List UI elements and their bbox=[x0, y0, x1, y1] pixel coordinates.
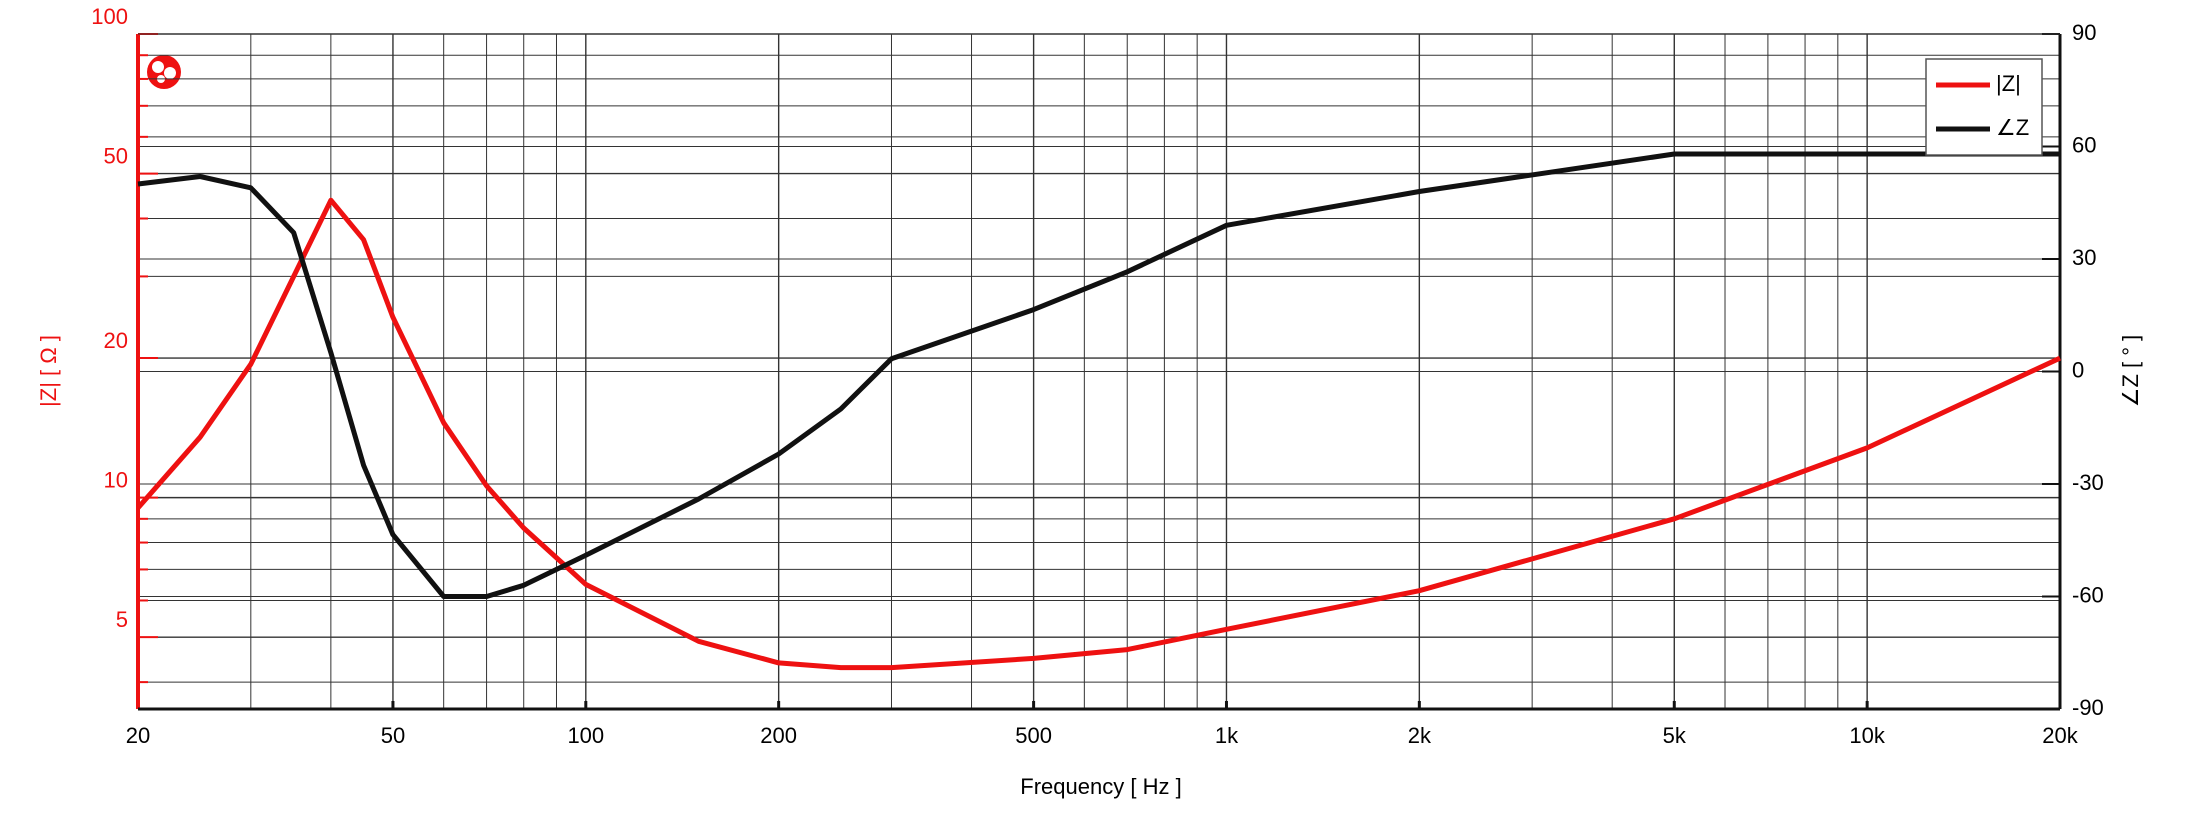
x-tick-label: 20k bbox=[2042, 723, 2078, 748]
y-tick-label: 100 bbox=[91, 4, 128, 29]
y2-tick-label: -30 bbox=[2072, 470, 2104, 495]
series-line bbox=[136, 197, 2062, 671]
y2-tick-label: 60 bbox=[2072, 132, 2096, 157]
x-tick-label: 2k bbox=[1408, 723, 1432, 748]
x-tick-label: 50 bbox=[381, 723, 405, 748]
x-tick-label: 500 bbox=[1015, 723, 1052, 748]
x-tick-label: 20 bbox=[126, 723, 150, 748]
x-tick-label: 100 bbox=[567, 723, 604, 748]
y2-tick-label: 90 bbox=[2072, 20, 2096, 45]
y2-axis-label: ∠Z [ ° ] bbox=[2118, 335, 2143, 408]
y-tick-label: 50 bbox=[104, 143, 128, 168]
x-tick-label: 200 bbox=[760, 723, 797, 748]
legend-box bbox=[1925, 58, 2043, 156]
y2-tick-label: -90 bbox=[2072, 695, 2104, 720]
x-tick-label: 5k bbox=[1663, 723, 1687, 748]
x-tick-label: 1k bbox=[1215, 723, 1239, 748]
y2-tick-label: -60 bbox=[2072, 582, 2104, 607]
y-tick-label: 10 bbox=[104, 467, 128, 492]
y2-tick-label: 30 bbox=[2072, 245, 2096, 270]
y-tick-label: 5 bbox=[116, 607, 128, 632]
y-tick-label: 20 bbox=[104, 328, 128, 353]
legend-label: |Z| bbox=[1996, 71, 2021, 96]
x-tick-label: 10k bbox=[1849, 723, 1885, 748]
y-axis-label: |Z| [ Ω ] bbox=[36, 335, 61, 407]
series-line bbox=[137, 151, 2060, 599]
legend-label: ∠Z bbox=[1996, 115, 2029, 140]
y2-tick-label: 0 bbox=[2072, 357, 2084, 382]
logo bbox=[147, 55, 181, 89]
x-axis-label: Frequency [ Hz ] bbox=[1020, 774, 1181, 799]
